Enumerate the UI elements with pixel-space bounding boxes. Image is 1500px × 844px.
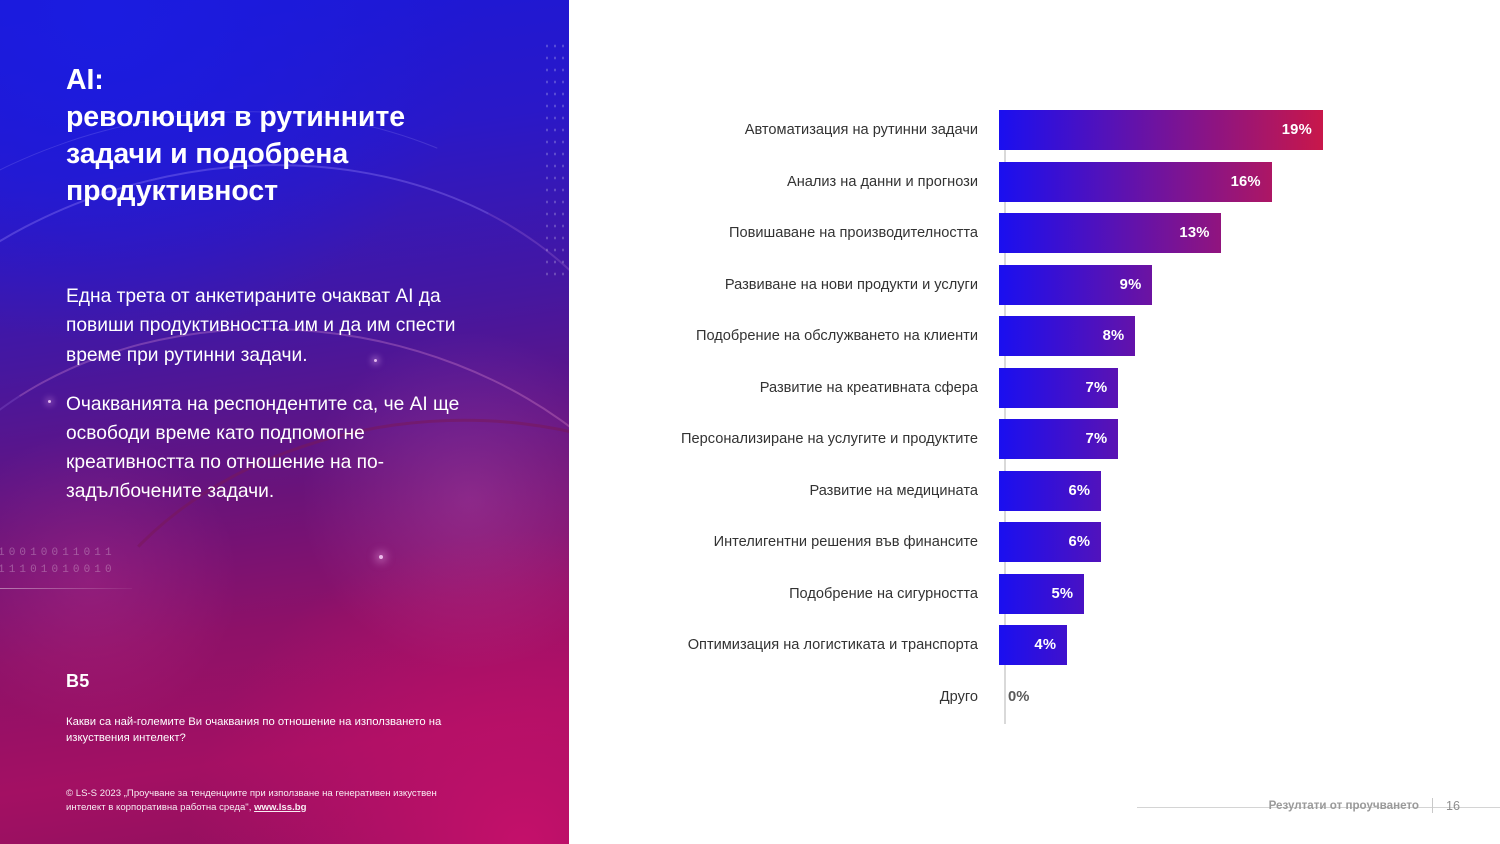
copyright-note: © LS-S 2023 „Проучване за тенденциите пр… (66, 787, 466, 815)
bar: 6% (999, 470, 1102, 511)
left-panel: 10010011011 11101010010 AI: революция в … (0, 0, 569, 844)
footer-section-label: Резултати от проучването (1268, 799, 1419, 812)
title-line-2: революция в рутинните (66, 101, 405, 134)
bar-value-label: 5% (1051, 585, 1074, 602)
bar: 16% (999, 161, 1272, 202)
bar-track: 0% (996, 677, 1439, 717)
bar-track: 13% (996, 213, 1439, 253)
bar-category-label: Повишаване на производителността (729, 225, 978, 241)
page-title: AI: революция в рутинните задачи и подоб… (66, 62, 486, 210)
bar-category-label: Подобрение на обслужването на клиенти (695, 328, 978, 344)
bar-row: Персонализиране на услугите и продуктите… (629, 419, 1439, 459)
bar-category-label: Друго (939, 688, 978, 705)
bar-category-label: Развитие на медицината (809, 482, 978, 499)
bar-row: Развитие на креативната сфера 7% (629, 367, 1439, 408)
bar-category-label: Интелигентни решения във финансите (713, 534, 978, 550)
bar-value-label: 6% (1068, 534, 1091, 550)
footer-meta: Резултати от проучването 16 (1269, 798, 1460, 813)
slide-footer: Резултати от проучването 16 (569, 774, 1500, 844)
copyright-text: © LS-S 2023 „Проучване за тенденциите пр… (66, 788, 437, 813)
bar-value-label: 7% (1085, 379, 1108, 396)
bar: 8% (999, 316, 1136, 356)
title-line-4: продуктивност (66, 175, 278, 208)
title-line-1: AI: (66, 64, 104, 96)
bar-row: Интелигентни решения във финансите 6% (629, 522, 1439, 562)
bar-track: 7% (996, 367, 1439, 408)
title-line-3: задачи и подобрена (66, 138, 349, 171)
bar-category-label: Развитие на креативната сфера (759, 379, 978, 396)
bar-category-label: Анализ на данни и прогнози (786, 173, 978, 190)
bar-value-label: 16% (1230, 173, 1261, 190)
bar-track: 19% (996, 110, 1439, 150)
bar-row: Подобрение на обслужването на клиенти 8% (629, 316, 1439, 356)
bar: 7% (999, 419, 1119, 459)
bar: 5% (999, 573, 1085, 614)
bar-category-label: Развиване на нови продукти и услуги (724, 276, 978, 293)
bar-track: 7% (996, 419, 1439, 459)
footer-page-number: 16 (1445, 798, 1460, 813)
bar-row: Оптимизация на логистиката и транспорта 4… (629, 625, 1439, 665)
chart-axis-line (1004, 110, 1006, 724)
left-panel-content: AI: революция в рутинните задачи и подоб… (0, 0, 569, 844)
bar: 9% (999, 264, 1153, 305)
bar: 6% (999, 522, 1102, 562)
body-paragraph-1: Една трета от анкетираните очакват AI да… (66, 286, 456, 366)
bar-value-label: 13% (1179, 225, 1210, 241)
bar: 4% (999, 625, 1068, 665)
bar-row: Развитие на медицината 6% (629, 470, 1439, 511)
bar-category-label: Оптимизация на логистиката и транспорта (687, 637, 978, 653)
bar-row: Развиване на нови продукти и услуги 9% (629, 264, 1439, 305)
bar-category-label: Автоматизация на рутинни задачи (744, 122, 978, 138)
bar-value-label: 6% (1068, 482, 1091, 499)
bar-value-label: 9% (1119, 276, 1142, 293)
right-panel: Автоматизация на рутинни задачи 19% Анализ… (569, 0, 1500, 844)
bar-track: 16% (996, 161, 1439, 202)
question-text: Какви са най-големите Ви очаквания по от… (66, 716, 442, 745)
bar-category-label: Подобрение на сигурността (789, 585, 978, 602)
body-text-block: Една трета от анкетираните очакват AI да… (66, 282, 498, 506)
bar-value-label: 8% (1102, 328, 1125, 344)
bar-track: 5% (996, 573, 1439, 614)
bar-row: Анализ на данни и прогнози 16% (629, 161, 1439, 202)
bar-row: Автоматизация на рутинни задачи 19% (629, 110, 1439, 150)
bar: 7% (999, 367, 1119, 408)
bar: 13% (999, 213, 1221, 253)
question-code: B5 (66, 671, 90, 691)
bar-category-label: Персонализиране на услугите и продуктите (681, 431, 978, 447)
bar-row: Подобрение на сигурността 5% (629, 573, 1439, 614)
footer-separator (1431, 798, 1433, 813)
bar-row: Друго 0% (629, 677, 1439, 717)
bar-value-label: 7% (1085, 431, 1108, 447)
bar-row: Повишаване на производителността 13% (629, 213, 1439, 253)
body-paragraph-2: Очакванията на респондентите са, че AI щ… (66, 393, 460, 503)
bar: 19% (999, 110, 1323, 150)
bar-value-label: 19% (1281, 122, 1312, 138)
bar-chart: Автоматизация на рутинни задачи 19% Анализ… (629, 96, 1439, 756)
bar-track: 9% (996, 264, 1439, 305)
website-link[interactable]: www.lss.bg (254, 801, 307, 813)
footer-divider (1137, 807, 1500, 808)
bar-value-label: 0% (1008, 688, 1030, 705)
bar-value-label: 4% (1034, 637, 1057, 653)
bar-track: 8% (996, 316, 1439, 356)
bar-track: 6% (996, 470, 1439, 511)
bar-track: 4% (996, 625, 1439, 665)
bar-track: 6% (996, 522, 1439, 562)
